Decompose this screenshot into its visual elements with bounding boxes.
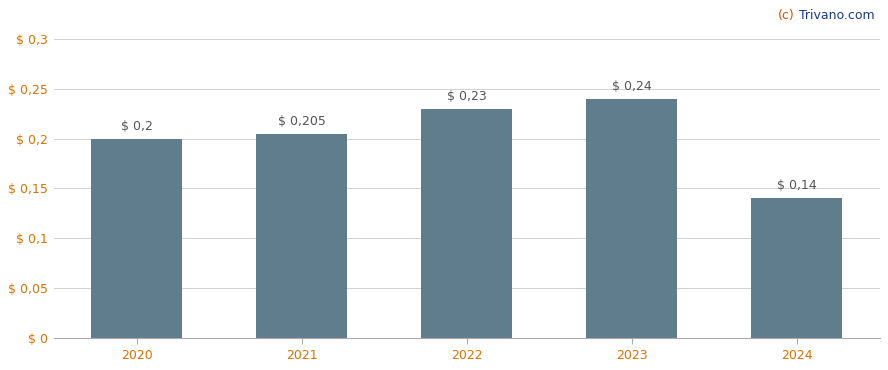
Text: $ 0,2: $ 0,2 (121, 120, 153, 133)
Text: $ 0,205: $ 0,205 (278, 115, 326, 128)
Text: (c): (c) (778, 9, 795, 22)
Bar (257, 134, 347, 337)
Bar (91, 139, 182, 337)
Text: $ 0,24: $ 0,24 (612, 80, 652, 93)
Text: Trivano.com: Trivano.com (795, 9, 875, 22)
Text: $ 0,23: $ 0,23 (447, 90, 487, 103)
Bar (586, 99, 678, 337)
Text: $ 0,14: $ 0,14 (777, 179, 817, 192)
Bar (751, 198, 842, 337)
Bar (422, 109, 512, 337)
